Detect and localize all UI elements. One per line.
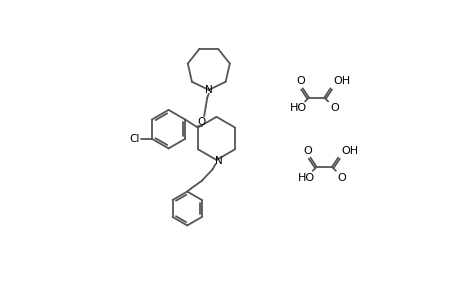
Text: OH: OH [341,146,358,156]
Text: O: O [303,146,312,156]
Text: HO: HO [297,173,314,183]
Text: O: O [197,117,206,127]
Text: HO: HO [290,103,307,113]
Text: O: O [337,173,346,183]
Text: OH: OH [333,76,350,86]
Text: N: N [204,85,212,95]
Text: Cl: Cl [129,134,140,144]
Text: O: O [329,103,338,113]
Text: N: N [214,156,222,166]
Text: O: O [296,76,304,86]
